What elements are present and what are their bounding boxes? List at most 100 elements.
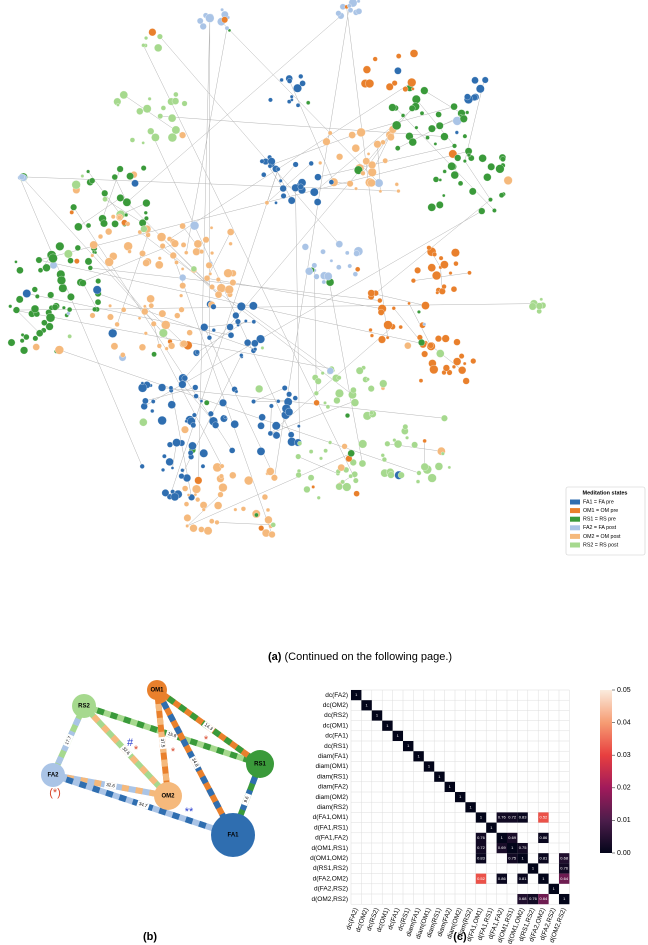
network-node <box>192 384 199 391</box>
network-node <box>442 364 450 372</box>
network-edge <box>275 168 292 201</box>
cell-value: 1 <box>553 886 556 891</box>
network-node <box>432 271 442 281</box>
network-node <box>258 413 266 421</box>
network-node <box>223 415 228 420</box>
network-node <box>181 425 189 434</box>
network-node <box>92 306 98 312</box>
network-node <box>143 304 147 309</box>
network-node <box>311 262 318 269</box>
graph-edge-dash <box>154 689 171 797</box>
network-node <box>244 339 252 347</box>
network-node <box>287 431 295 438</box>
network-node <box>308 449 314 454</box>
network-node <box>155 260 164 270</box>
network-node <box>492 208 497 213</box>
row-label: dc(OM1) <box>323 722 348 729</box>
matrix-cell <box>559 863 570 874</box>
network-node <box>147 96 152 101</box>
network-node <box>54 345 64 355</box>
matrix-cell <box>475 853 487 864</box>
node-label: FA2 <box>47 773 59 779</box>
network-node <box>429 364 439 374</box>
network-node <box>218 473 224 479</box>
network-node <box>454 130 459 135</box>
network-node <box>280 193 287 199</box>
cell-value: 1 <box>511 845 514 850</box>
network-node <box>350 398 360 407</box>
network-node <box>409 49 419 58</box>
network-node <box>342 482 352 492</box>
network-node <box>108 303 112 308</box>
network-node <box>168 385 174 391</box>
network-node <box>421 350 429 358</box>
matrix-cell <box>559 853 570 864</box>
network-node <box>104 257 114 267</box>
cell-value: 1 <box>365 702 368 707</box>
network-node <box>323 401 327 405</box>
legend-swatch <box>570 516 580 522</box>
network-node <box>478 207 486 215</box>
colorbar <box>600 690 612 853</box>
network-node <box>272 431 281 440</box>
network-node <box>307 474 315 481</box>
row-label: d(OM1,RS1) <box>312 845 348 852</box>
network-node <box>285 407 294 417</box>
network-node <box>219 463 225 469</box>
matrix-cell <box>475 832 487 843</box>
network-node <box>358 459 367 468</box>
network-node <box>7 338 16 347</box>
edge-label: 17.7 <box>64 735 72 745</box>
network-node <box>457 180 464 187</box>
network-node <box>170 492 180 502</box>
network-node <box>348 131 356 139</box>
network-node <box>478 154 487 163</box>
row-label: diam(RS1) <box>317 773 348 780</box>
row-label: d(RS1,RS2) <box>313 865 348 872</box>
network-node <box>251 399 256 404</box>
network-edge <box>143 45 357 481</box>
network-node <box>67 307 73 313</box>
network-node <box>187 450 194 456</box>
network-node <box>422 322 427 327</box>
network-node <box>229 471 237 479</box>
network-node <box>435 121 444 130</box>
network-edge <box>78 197 121 228</box>
network-node <box>249 301 258 311</box>
network-node <box>67 293 75 301</box>
network-node <box>226 323 234 331</box>
network-node <box>289 94 294 99</box>
network-node <box>297 441 303 446</box>
network-node <box>179 282 186 289</box>
network-node <box>62 305 66 310</box>
edge-label-bg <box>165 730 179 740</box>
legend-swatch <box>570 533 580 539</box>
matrix-cell <box>392 730 403 741</box>
network-node <box>116 103 120 107</box>
cell-value: 1 <box>417 753 420 758</box>
network-node <box>140 402 148 410</box>
network-edge <box>362 134 391 174</box>
network-node <box>121 307 127 313</box>
network-node <box>400 113 406 118</box>
network-node <box>328 179 335 185</box>
network-node <box>192 484 201 494</box>
network-edge <box>314 106 416 193</box>
network-node <box>301 243 309 251</box>
matrix-cell <box>538 894 549 905</box>
network-node <box>353 490 360 497</box>
network-node <box>161 320 171 330</box>
graph-node <box>246 750 274 778</box>
network-node <box>322 137 331 146</box>
network-node <box>306 100 311 105</box>
cell-value: 1 <box>480 815 483 820</box>
network-node <box>192 247 201 256</box>
network-node <box>356 0 361 4</box>
network-node <box>89 177 96 184</box>
edge-label-bg <box>201 721 216 733</box>
graph-node <box>72 694 96 718</box>
network-node <box>259 158 265 164</box>
node-label: OM2 <box>161 794 175 800</box>
network-node <box>353 477 359 484</box>
network-node <box>354 186 358 191</box>
